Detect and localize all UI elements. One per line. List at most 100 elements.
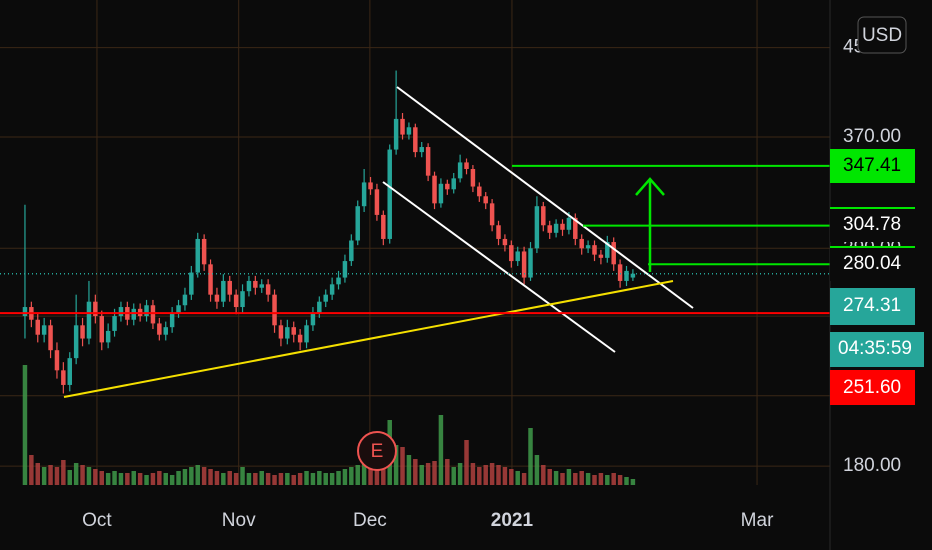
candle-body	[150, 305, 156, 324]
volume-bar	[214, 471, 220, 485]
candle-body	[393, 118, 399, 150]
candle-body	[509, 245, 514, 262]
volume-bar	[336, 471, 341, 485]
volume-bar	[381, 461, 386, 485]
candle-body	[80, 325, 85, 339]
candle-body	[566, 217, 572, 230]
volume-bar	[144, 475, 149, 485]
volume-bar	[361, 463, 367, 485]
candle-body	[61, 370, 66, 385]
volume-bar	[285, 473, 290, 485]
candle-body	[502, 238, 508, 246]
candle-body	[541, 206, 546, 226]
candle-body	[214, 294, 220, 302]
candle-body	[528, 248, 533, 278]
volume-bar	[201, 467, 207, 485]
volume-bar	[105, 473, 111, 485]
candle-body	[144, 305, 149, 317]
volume-bar	[419, 465, 424, 485]
volume-bar	[86, 467, 92, 485]
volume-bar	[22, 365, 28, 485]
volume-bar	[342, 469, 348, 485]
earnings-label[interactable]: E	[371, 441, 384, 462]
candle-body	[227, 280, 232, 295]
candle-body	[445, 183, 450, 190]
volume-bar	[393, 445, 399, 485]
candle-body	[400, 118, 405, 135]
price-labels: 347.41 304.78 280.04 274.31 04:35:59 251.60	[830, 149, 924, 405]
volume-bar	[29, 455, 34, 485]
candle-body	[579, 238, 584, 249]
volume-bar	[208, 469, 213, 485]
candle-body	[265, 284, 271, 295]
volume-bar	[35, 463, 40, 485]
candle-body	[432, 175, 437, 204]
candle-body	[483, 196, 488, 204]
candle-body	[496, 225, 501, 239]
countdown-label: 04:35:59	[838, 338, 912, 359]
candle-body	[387, 149, 392, 239]
candle-body	[464, 162, 469, 169]
candle-body	[368, 182, 373, 190]
candle-body	[291, 327, 296, 335]
levels	[0, 164, 830, 315]
candle-body	[246, 280, 252, 292]
volume-bar	[624, 477, 629, 485]
candle-body	[317, 301, 322, 313]
last-price-label: 274.31	[843, 295, 901, 316]
candle-body	[157, 323, 162, 335]
volume-bar	[310, 473, 316, 485]
volume-bar	[605, 475, 610, 485]
candle-body	[182, 294, 188, 306]
earnings-marker[interactable]	[357, 431, 397, 471]
candle-body	[73, 325, 79, 359]
candle-body	[592, 245, 597, 255]
candle-body	[297, 334, 303, 343]
volume-bar	[176, 471, 181, 485]
candle-body	[438, 183, 444, 204]
volume-bar	[278, 473, 284, 485]
volume-bar	[566, 469, 572, 485]
currency-button[interactable]	[857, 16, 907, 54]
volume-bar	[131, 471, 136, 485]
volume-bar	[368, 461, 373, 485]
volume-bar	[438, 415, 444, 485]
candle-body	[285, 327, 290, 339]
candle-body	[451, 178, 456, 190]
volume-bar	[528, 428, 533, 485]
volume-bar	[182, 469, 188, 485]
candle-body	[630, 273, 636, 278]
volume-bar	[259, 471, 264, 485]
volume-bar	[400, 447, 405, 485]
arrow-head	[635, 177, 665, 196]
volume-bar	[169, 475, 175, 485]
candle-body	[457, 162, 463, 179]
volume-bar	[489, 463, 495, 485]
last-price-tag	[830, 288, 915, 325]
candle-body	[598, 254, 604, 258]
volume-bar	[598, 473, 604, 485]
candle-body	[585, 245, 591, 249]
candle-body	[477, 186, 482, 197]
volume-bar	[585, 473, 591, 485]
candle-body	[22, 307, 28, 317]
x-tick-label: Mar	[741, 510, 774, 531]
volume-bar	[67, 470, 72, 485]
candle-body	[86, 301, 92, 339]
candle-body	[489, 203, 495, 226]
candle-body	[105, 330, 111, 343]
channel-upper	[396, 86, 694, 309]
currency-label[interactable]: USD	[862, 25, 902, 46]
candle-body	[118, 307, 124, 317]
volume-bar	[157, 471, 162, 485]
candle-body	[48, 325, 53, 351]
volume-bar	[425, 463, 431, 485]
volume-bar	[80, 465, 85, 485]
volume-bar	[265, 473, 271, 485]
volume-bar	[163, 473, 168, 485]
volume-bar	[611, 473, 616, 485]
candle-body	[93, 301, 98, 317]
candle-body	[406, 127, 412, 135]
